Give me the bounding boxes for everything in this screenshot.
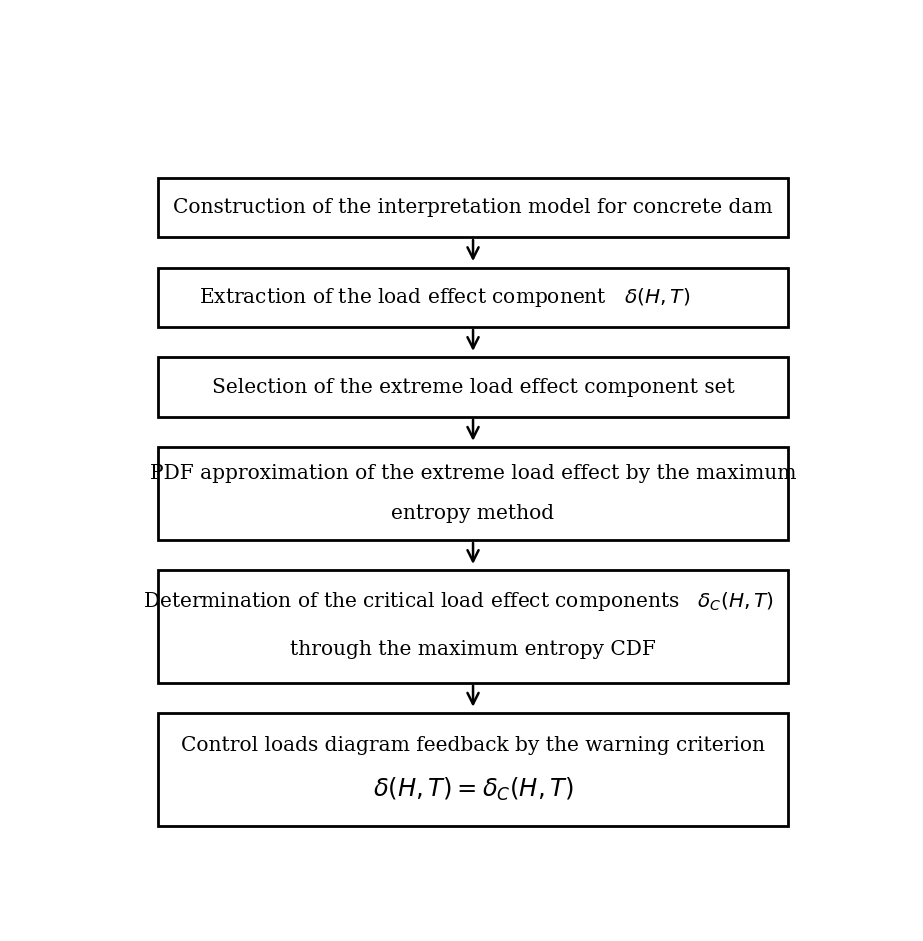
Text: entropy method: entropy method <box>391 504 555 523</box>
FancyBboxPatch shape <box>159 570 787 683</box>
FancyBboxPatch shape <box>159 178 787 237</box>
Text: Determination of the critical load effect components   $\delta_{C}(H,T)$: Determination of the critical load effec… <box>143 590 774 613</box>
FancyBboxPatch shape <box>159 267 787 327</box>
Text: PDF approximation of the extreme load effect by the maximum: PDF approximation of the extreme load ef… <box>150 464 797 483</box>
FancyBboxPatch shape <box>159 358 787 417</box>
FancyBboxPatch shape <box>159 447 787 540</box>
Text: Construction of the interpretation model for concrete dam: Construction of the interpretation model… <box>174 198 773 217</box>
Text: Control loads diagram feedback by the warning criterion: Control loads diagram feedback by the wa… <box>181 736 765 755</box>
Text: through the maximum entropy CDF: through the maximum entropy CDF <box>290 640 656 660</box>
Text: $\delta(H,T) = \delta_{C}(H,T)$: $\delta(H,T) = \delta_{C}(H,T)$ <box>373 776 573 804</box>
Text: Extraction of the load effect component   $\delta(H,T)$: Extraction of the load effect component … <box>198 286 690 309</box>
Text: Selection of the extreme load effect component set: Selection of the extreme load effect com… <box>211 377 735 397</box>
FancyBboxPatch shape <box>159 713 787 825</box>
